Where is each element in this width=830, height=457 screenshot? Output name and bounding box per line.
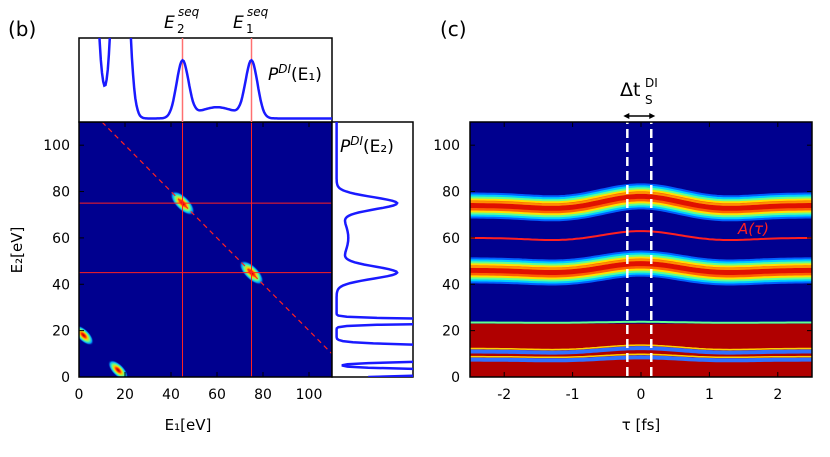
annotation-e1-seq: E 1 seq xyxy=(233,5,269,36)
svg-text:2: 2 xyxy=(177,22,185,36)
a-tau-curve xyxy=(470,230,812,241)
y-tick-label: 60 xyxy=(442,231,460,247)
panel-b-xlabel: E₁[eV] xyxy=(165,416,212,434)
intensity-band-ridge xyxy=(470,191,812,206)
band-edge xyxy=(470,344,812,351)
marginal-right-label: PDI(E₂) xyxy=(340,134,394,157)
dashed-energy-line xyxy=(101,122,332,355)
band-gap xyxy=(470,346,812,355)
heatmap-b-background xyxy=(79,122,332,377)
svg-text:DI: DI xyxy=(645,76,658,90)
marginal-top: PDI(E₁) E 2 seq E 1 seq xyxy=(78,5,333,123)
y-tick-label: 100 xyxy=(43,138,70,154)
x-tick-label: -1 xyxy=(566,387,580,403)
svg-text:1: 1 xyxy=(246,22,254,36)
intensity-band xyxy=(470,193,812,211)
interval-annotation: Δt S DI xyxy=(620,76,658,107)
band-edge xyxy=(470,320,812,324)
x-tick-label: -2 xyxy=(497,387,511,403)
band-gap xyxy=(470,355,812,363)
y-tick-label: 0 xyxy=(61,370,70,386)
intensity-band xyxy=(470,260,812,275)
y-tick-label: 80 xyxy=(442,185,460,201)
y-tick-label: 40 xyxy=(442,277,460,293)
x-tick-label: 80 xyxy=(254,387,272,403)
panel-b-ylabel: E₂[eV] xyxy=(8,227,26,274)
y-tick-label: 40 xyxy=(52,277,70,293)
panel-c-label: (c) xyxy=(440,17,467,41)
svg-text:seq: seq xyxy=(247,5,269,19)
intensity-band-ridge xyxy=(470,259,812,270)
marginal-right-frame xyxy=(331,121,414,378)
y-tick-label: 100 xyxy=(433,138,460,154)
x-tick-label: 100 xyxy=(296,387,323,403)
panel-b-label: (b) xyxy=(8,17,36,41)
marginal-top-label: PDI(E₁) xyxy=(268,62,322,85)
svg-text:E: E xyxy=(233,13,244,33)
svg-text:S: S xyxy=(645,93,653,107)
heatmap-spot xyxy=(107,359,129,377)
band-edge xyxy=(470,353,812,359)
x-tick-label: 0 xyxy=(637,387,646,403)
y-tick-label: 20 xyxy=(442,324,460,340)
marginal-right: PDI(E₂) xyxy=(331,121,414,378)
panel-c-xlabel: τ [fs] xyxy=(622,416,661,434)
x-tick-label: 2 xyxy=(773,387,782,403)
marginal-top-curve xyxy=(98,38,332,120)
svg-text:E: E xyxy=(164,13,175,33)
svg-text:Δt: Δt xyxy=(620,79,640,101)
x-tick-label: 20 xyxy=(116,387,134,403)
y-tick-label: 20 xyxy=(52,324,70,340)
marginal-right-curve xyxy=(335,122,413,377)
x-tick-label: 60 xyxy=(208,387,226,403)
annotation-e2-seq: E 2 seq xyxy=(164,5,200,36)
heatmap-spot xyxy=(79,325,94,346)
curve-label-a-tau: A(τ) xyxy=(737,220,769,238)
svg-text:seq: seq xyxy=(178,5,200,19)
x-tick-label: 1 xyxy=(705,387,714,403)
y-tick-label: 60 xyxy=(52,231,70,247)
y-tick-label: 80 xyxy=(52,185,70,201)
x-tick-label: 40 xyxy=(162,387,180,403)
y-tick-label: 0 xyxy=(451,370,460,386)
x-tick-label: 0 xyxy=(75,387,84,403)
